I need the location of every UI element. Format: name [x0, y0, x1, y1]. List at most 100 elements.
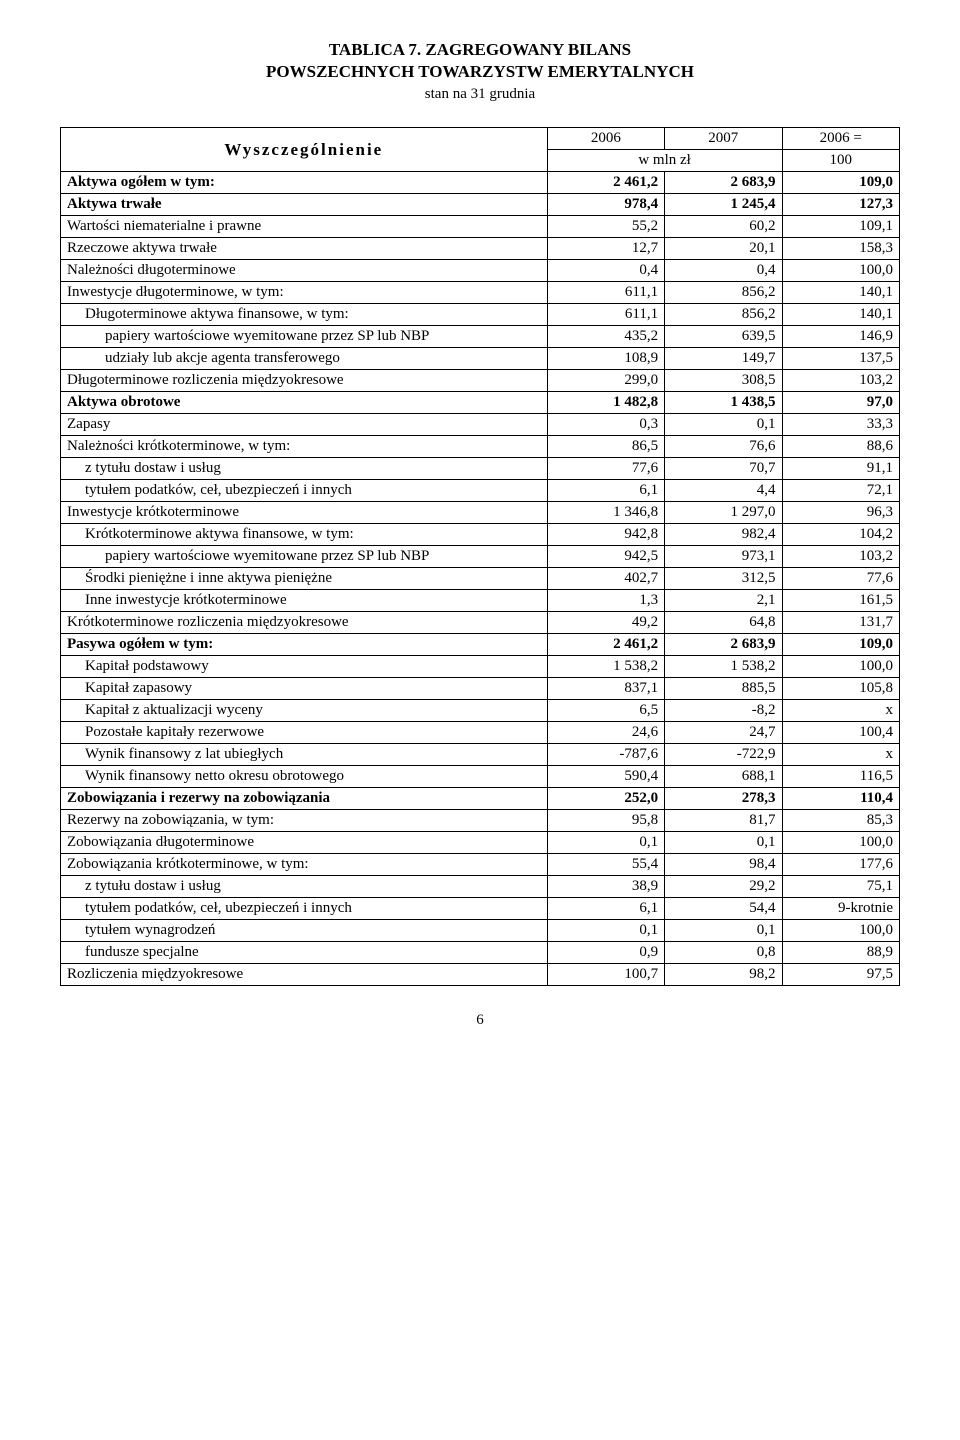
- row-index: 158,3: [782, 238, 899, 260]
- row-year1: 86,5: [547, 436, 664, 458]
- row-year2: 856,2: [665, 282, 782, 304]
- row-year2: 2 683,9: [665, 634, 782, 656]
- row-index: 100,0: [782, 920, 899, 942]
- table-row: Krótkoterminowe aktywa finansowe, w tym:…: [61, 524, 900, 546]
- row-year1: 1 346,8: [547, 502, 664, 524]
- row-label: Rzeczowe aktywa trwałe: [61, 238, 548, 260]
- row-year2: 885,5: [665, 678, 782, 700]
- table-row: Wynik finansowy netto okresu obrotowego5…: [61, 766, 900, 788]
- row-label: Zobowiązania i rezerwy na zobowiązania: [61, 788, 548, 810]
- row-year2: 0,1: [665, 832, 782, 854]
- row-year1: 55,2: [547, 216, 664, 238]
- row-index: 100,0: [782, 260, 899, 282]
- table-row: papiery wartościowe wyemitowane przez SP…: [61, 546, 900, 568]
- row-year2: -8,2: [665, 700, 782, 722]
- table-row: Inwestycje krótkoterminowe1 346,81 297,0…: [61, 502, 900, 524]
- row-year2: 70,7: [665, 458, 782, 480]
- balance-table: Wyszczególnienie 2006 2007 2006 = w mln …: [60, 127, 900, 986]
- row-label: Zapasy: [61, 414, 548, 436]
- row-label: papiery wartościowe wyemitowane przez SP…: [61, 546, 548, 568]
- row-index: 100,0: [782, 832, 899, 854]
- row-index: 100,4: [782, 722, 899, 744]
- row-label: Wynik finansowy netto okresu obrotowego: [61, 766, 548, 788]
- row-year2: 1 297,0: [665, 502, 782, 524]
- row-label: Rezerwy na zobowiązania, w tym:: [61, 810, 548, 832]
- row-year1: 55,4: [547, 854, 664, 876]
- row-year2: 2,1: [665, 590, 782, 612]
- row-index: 105,8: [782, 678, 899, 700]
- row-year2: 76,6: [665, 436, 782, 458]
- row-index: 97,5: [782, 964, 899, 986]
- row-year1: 0,4: [547, 260, 664, 282]
- row-label: Pozostałe kapitały rezerwowe: [61, 722, 548, 744]
- row-label: Długoterminowe rozliczenia międzyokresow…: [61, 370, 548, 392]
- row-index: 127,3: [782, 194, 899, 216]
- header-year2: 2007: [665, 128, 782, 150]
- row-year1: 2 461,2: [547, 634, 664, 656]
- row-year1: 252,0: [547, 788, 664, 810]
- row-year2: 149,7: [665, 348, 782, 370]
- row-year2: -722,9: [665, 744, 782, 766]
- row-year2: 0,1: [665, 414, 782, 436]
- row-index: 75,1: [782, 876, 899, 898]
- row-index: 104,2: [782, 524, 899, 546]
- table-row: Wynik finansowy z lat ubiegłych-787,6-72…: [61, 744, 900, 766]
- row-index: 72,1: [782, 480, 899, 502]
- table-row: Środki pieniężne i inne aktywa pieniężne…: [61, 568, 900, 590]
- table-row: Pasywa ogółem w tym:2 461,22 683,9109,0: [61, 634, 900, 656]
- row-label: tytułem podatków, ceł, ubezpieczeń i inn…: [61, 480, 548, 502]
- row-year1: 0,3: [547, 414, 664, 436]
- table-row: Aktywa trwałe978,41 245,4127,3: [61, 194, 900, 216]
- row-year1: 942,5: [547, 546, 664, 568]
- row-year2: 1 245,4: [665, 194, 782, 216]
- table-row: tytułem podatków, ceł, ubezpieczeń i inn…: [61, 480, 900, 502]
- row-label: Należności krótkoterminowe, w tym:: [61, 436, 548, 458]
- row-index: 131,7: [782, 612, 899, 634]
- row-label: Krótkoterminowe rozliczenia międzyokreso…: [61, 612, 548, 634]
- row-index: 109,0: [782, 634, 899, 656]
- row-year1: 24,6: [547, 722, 664, 744]
- table-row: Inwestycje długoterminowe, w tym:611,185…: [61, 282, 900, 304]
- row-year1: 0,1: [547, 920, 664, 942]
- row-label: Pasywa ogółem w tym:: [61, 634, 548, 656]
- table-row: Zobowiązania i rezerwy na zobowiązania25…: [61, 788, 900, 810]
- row-index: 100,0: [782, 656, 899, 678]
- row-label: udziały lub akcje agenta transferowego: [61, 348, 548, 370]
- row-index: 9-krotnie: [782, 898, 899, 920]
- row-label: Kapitał z aktualizacji wyceny: [61, 700, 548, 722]
- row-year1: 1 538,2: [547, 656, 664, 678]
- table-title: TABLICA 7. ZAGREGOWANY BILANS: [60, 40, 900, 60]
- row-year1: 1,3: [547, 590, 664, 612]
- header-index-top: 2006 =: [782, 128, 899, 150]
- row-year2: 98,4: [665, 854, 782, 876]
- table-row: Krótkoterminowe rozliczenia międzyokreso…: [61, 612, 900, 634]
- row-index: 91,1: [782, 458, 899, 480]
- row-year2: 60,2: [665, 216, 782, 238]
- row-label: Kapitał podstawowy: [61, 656, 548, 678]
- page-number: 6: [60, 1012, 900, 1029]
- row-year2: 982,4: [665, 524, 782, 546]
- row-year2: 688,1: [665, 766, 782, 788]
- row-year1: 6,1: [547, 480, 664, 502]
- table-row: Zobowiązania krótkoterminowe, w tym:55,4…: [61, 854, 900, 876]
- table-row: papiery wartościowe wyemitowane przez SP…: [61, 326, 900, 348]
- row-index: 103,2: [782, 370, 899, 392]
- table-row: Aktywa obrotowe1 482,81 438,597,0: [61, 392, 900, 414]
- table-row: z tytułu dostaw i usług77,670,791,1: [61, 458, 900, 480]
- table-row: Aktywa ogółem w tym:2 461,22 683,9109,0: [61, 172, 900, 194]
- table-row: Długoterminowe aktywa finansowe, w tym:6…: [61, 304, 900, 326]
- row-year2: 54,4: [665, 898, 782, 920]
- row-year1: 0,9: [547, 942, 664, 964]
- table-row: Wartości niematerialne i prawne55,260,21…: [61, 216, 900, 238]
- row-year1: 1 482,8: [547, 392, 664, 414]
- row-year1: 837,1: [547, 678, 664, 700]
- row-year2: 1 538,2: [665, 656, 782, 678]
- row-year2: 64,8: [665, 612, 782, 634]
- row-index: x: [782, 700, 899, 722]
- row-index: 103,2: [782, 546, 899, 568]
- table-row: Pozostałe kapitały rezerwowe24,624,7100,…: [61, 722, 900, 744]
- row-year2: 278,3: [665, 788, 782, 810]
- table-row: tytułem wynagrodzeń0,10,1100,0: [61, 920, 900, 942]
- header-index-bottom: 100: [782, 150, 899, 172]
- table-row: z tytułu dostaw i usług38,929,275,1: [61, 876, 900, 898]
